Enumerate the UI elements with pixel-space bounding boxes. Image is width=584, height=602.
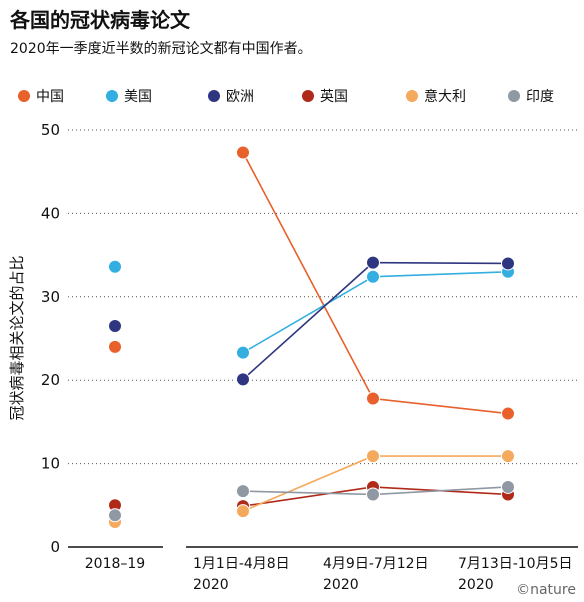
x-tick-year-label: 2020 <box>458 577 494 593</box>
y-tick-label: 20 <box>41 371 60 389</box>
y-tick-label: 40 <box>41 204 60 222</box>
legend-swatch <box>208 90 220 102</box>
data-point <box>501 256 515 271</box>
legend-swatch <box>18 90 30 102</box>
legend-swatch <box>406 90 418 102</box>
x-tick-label: 7月13日-10月5日 <box>458 556 573 572</box>
data-point <box>366 255 380 270</box>
data-point <box>236 484 250 499</box>
legend-label: 中国 <box>36 89 64 105</box>
data-point <box>501 479 515 494</box>
data-point <box>236 372 250 387</box>
data-point <box>236 345 250 360</box>
x-tick-label: 1月1日-4月8日 <box>193 556 290 572</box>
data-point <box>366 449 380 464</box>
legend-item: 欧洲 <box>208 86 254 106</box>
legend-label: 印度 <box>526 89 554 105</box>
data-point <box>501 449 515 464</box>
legend-swatch <box>106 90 118 102</box>
chart-title: 各国的冠状病毒论文 <box>10 8 190 32</box>
legend-item: 美国 <box>106 86 152 106</box>
baseline-point <box>108 508 122 523</box>
series-line <box>242 270 509 354</box>
baseline-point <box>108 339 122 354</box>
baseline-point <box>108 318 122 333</box>
y-tick-label: 30 <box>41 288 60 306</box>
baseline-point <box>108 259 122 274</box>
legend: 中国 美国 欧洲 英国 意大利 印度 <box>10 86 580 108</box>
data-point <box>366 487 380 502</box>
legend-label: 美国 <box>124 89 152 105</box>
y-tick-label: 0 <box>50 538 60 556</box>
x-tick-year-label: 2020 <box>193 577 229 593</box>
y-tick-label: 50 <box>41 121 60 139</box>
x-tick-label: 2018–19 <box>85 556 145 572</box>
legend-swatch <box>508 90 520 102</box>
legend-label: 英国 <box>320 89 348 105</box>
y-tick-label: 10 <box>41 455 60 473</box>
legend-label: 欧洲 <box>226 89 254 105</box>
x-tick-label: 4月9日-7月12日 <box>323 556 429 572</box>
x-tick-year-label: 2020 <box>323 577 359 593</box>
legend-item: 意大利 <box>406 86 466 106</box>
y-axis-label: 冠状病毒相关论文的占比 <box>8 255 26 420</box>
legend-item: 中国 <box>18 86 64 106</box>
legend-label: 意大利 <box>424 89 466 105</box>
chart-subtitle: 2020年一季度近半数的新冠论文都有中国作者。 <box>10 41 312 57</box>
data-point <box>236 504 250 519</box>
legend-swatch <box>302 90 314 102</box>
data-point <box>366 391 380 406</box>
legend-item: 印度 <box>508 86 554 106</box>
data-point <box>236 145 250 160</box>
nature-credit: ©nature <box>516 582 576 598</box>
legend-item: 英国 <box>302 86 348 106</box>
data-point <box>501 406 515 421</box>
data-point <box>366 269 380 284</box>
